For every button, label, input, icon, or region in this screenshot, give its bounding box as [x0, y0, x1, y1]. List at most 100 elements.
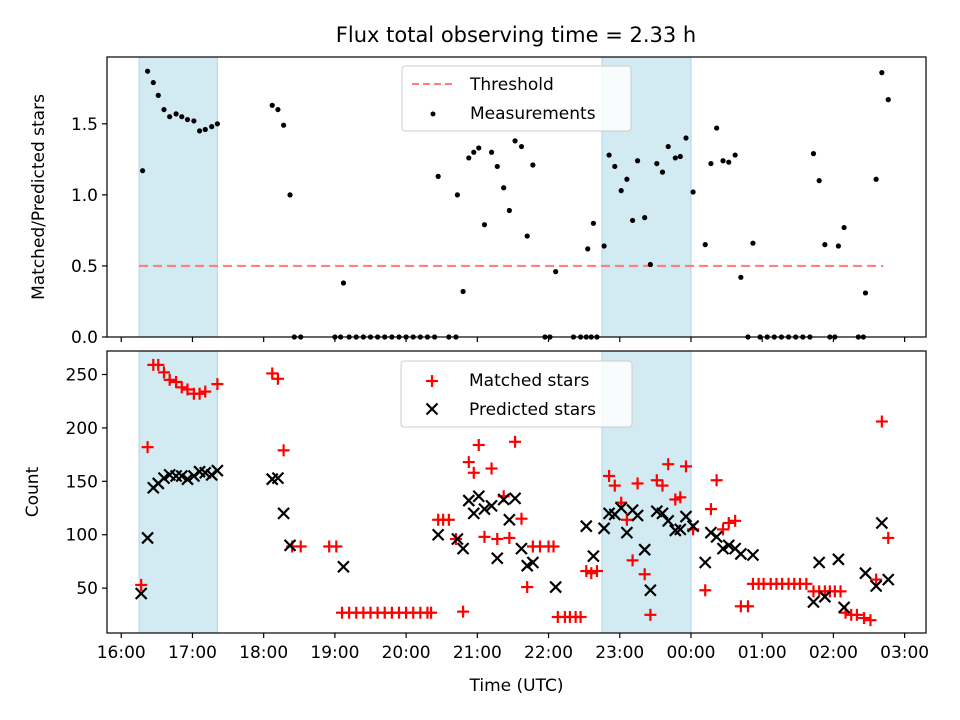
predicted-star-point [580, 519, 593, 533]
measurement-point [140, 168, 146, 174]
measurement-point [720, 158, 726, 164]
measurement-point [738, 274, 744, 280]
matched-star-point [626, 554, 639, 567]
matched-star-point [521, 581, 534, 594]
predicted-star-point [837, 601, 851, 614]
matched-star-point [266, 367, 279, 380]
measurement-point [862, 290, 869, 296]
predicted-star-point [614, 501, 628, 515]
y-tick-label: 1.5 [71, 115, 98, 135]
matched-star-point [211, 378, 224, 391]
measurement-point [708, 160, 714, 167]
y-tick-label: 1.0 [71, 186, 98, 206]
bottom-axes: 50 100 150 200 250 16:00 17:00 18:00 19:00 20:00 2… [66, 350, 929, 663]
top-legend: Threshold Measurements [401, 65, 632, 132]
legend-matched-label: Matched stars [469, 371, 589, 391]
measurement-point [816, 178, 822, 184]
predicted-star-point [451, 532, 464, 546]
measurement-point [642, 215, 648, 221]
matched-star-point [679, 460, 692, 473]
measurement-point [435, 173, 441, 179]
matched-star-point [478, 530, 491, 543]
predicted-star-point [832, 553, 845, 566]
matched-star-point [442, 513, 455, 526]
bottom-y-axis-label: Count [23, 466, 43, 517]
measurement-point [654, 160, 660, 167]
measurement-point [214, 121, 220, 127]
predicted-star-point [134, 587, 148, 600]
measurement-point [601, 243, 607, 249]
predicted-star-point [710, 530, 723, 544]
measurement-point [647, 261, 653, 268]
matched-star-point [175, 381, 188, 394]
predicted-star-point [277, 507, 290, 520]
predicted-star-point [508, 492, 522, 505]
predicted-star-point [515, 542, 528, 555]
measurement-point [173, 111, 179, 117]
matched-star-point [485, 462, 498, 475]
count-points [134, 358, 895, 627]
measurement-point [683, 135, 689, 141]
measurement-point [161, 106, 167, 113]
measurement-point [553, 269, 559, 275]
shaded-span-0 [138, 350, 218, 634]
matched-star-point [800, 577, 813, 590]
matched-star-point [608, 479, 621, 492]
predicted-star-point [169, 469, 183, 483]
measurement-point [822, 242, 828, 248]
matched-star-point [163, 373, 176, 386]
predicted-star-point [520, 559, 534, 572]
predicted-star-point [734, 547, 748, 561]
predicted-star-point [746, 548, 760, 562]
shaded-span-0 [138, 56, 218, 338]
predicted-star-point [456, 542, 470, 555]
measurement-point [476, 145, 482, 151]
x-tick-label: 03:00 [880, 643, 929, 663]
x-tick-label: 00:00 [666, 643, 715, 663]
measurement-point [665, 143, 671, 150]
measurement-point [518, 143, 525, 150]
matched-star-point [650, 474, 663, 487]
measurement-point [281, 122, 287, 128]
bottom-legend: Matched stars Predicted stars [400, 360, 633, 428]
matched-star-point [590, 565, 603, 578]
predicted-star-point [141, 531, 154, 545]
top-axes: 0.0 0.5 1.0 1.5 [71, 56, 927, 348]
matched-star-point [330, 540, 343, 553]
matched-star-point [710, 474, 723, 487]
legend-plus-marker [426, 375, 438, 387]
measurement-point [732, 152, 738, 158]
measurement-point [672, 155, 678, 161]
x-tick-label: 21:00 [453, 643, 502, 663]
measurement-point [606, 152, 612, 158]
measurement-point [634, 158, 641, 164]
measurement-point [873, 176, 879, 182]
matched-star-point [193, 387, 206, 400]
legend-threshold-label: Threshold [469, 75, 554, 95]
x-tick-label: 22:00 [524, 643, 573, 663]
x-tick-label: 02:00 [809, 643, 858, 663]
measurement-point [659, 169, 666, 175]
matched-star-point [699, 584, 712, 597]
measurement-point [191, 118, 197, 124]
top-legend-box [401, 65, 632, 132]
measurement-point [726, 159, 732, 165]
matched-star-point [141, 441, 154, 454]
measurement-point [501, 185, 507, 191]
matched-star-point [631, 477, 644, 490]
matched-star-point [199, 385, 212, 398]
x-tick-label: 19:00 [310, 643, 359, 663]
predicted-star-point [661, 514, 675, 528]
measurement-point [269, 102, 275, 108]
legend-x-marker [425, 402, 439, 416]
predicted-star-point [462, 494, 476, 507]
matched-star-point [509, 435, 522, 448]
y-tick-label: 50 [76, 579, 98, 599]
measurement-point [209, 124, 215, 130]
legend-predicted-label: Predicted stars [469, 400, 596, 420]
measurement-point [677, 153, 683, 160]
y-tick-label: 200 [66, 419, 98, 439]
x-tick-label: 17:00 [168, 643, 217, 663]
predicted-star-point [875, 516, 889, 530]
measurement-point [179, 114, 185, 120]
